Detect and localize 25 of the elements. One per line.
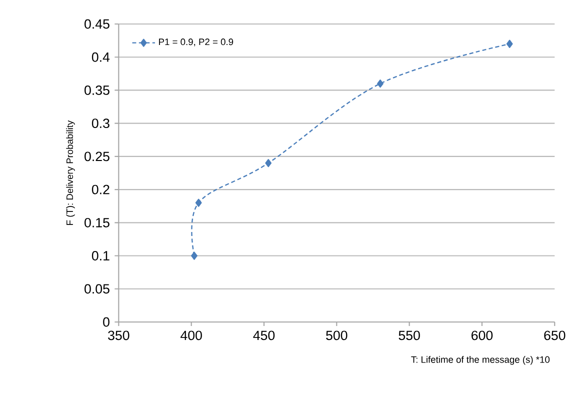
y-tick-label: 0.25 (84, 152, 110, 162)
point (265, 158, 272, 168)
x-tick-label: 500 (326, 330, 348, 340)
y-tick-label: 0.15 (84, 218, 110, 228)
x-axis-title: T: Lifetime of the message (s) *10 (411, 356, 550, 365)
point (191, 252, 198, 260)
y-tick-label: 0.4 (92, 52, 110, 62)
x-tick-label: 650 (544, 330, 566, 340)
point (377, 80, 384, 88)
y-tick-label: 0.45 (84, 19, 110, 29)
y-tick-label: 0 (103, 317, 110, 327)
point (506, 40, 513, 48)
point (195, 198, 202, 207)
y-tick-label: 0.35 (84, 86, 110, 95)
x-tick-label: 350 (108, 330, 130, 340)
legend-label: P1 = 0.9, P2 = 0.9 (159, 38, 234, 46)
x-tick-label: 400 (180, 330, 202, 340)
y-tick-label: 0.2 (92, 184, 110, 194)
x-tick-label: 600 (472, 330, 493, 340)
x-tick-label: 450 (253, 330, 275, 340)
y-tick-label: 0.3 (92, 118, 110, 128)
y-axis-title: F (T): Delivery Probability (66, 120, 75, 225)
y-tick-label: 0.1 (92, 251, 110, 260)
y-tick-label: 0.05 (84, 284, 110, 294)
x-tick-label: 550 (398, 330, 420, 340)
